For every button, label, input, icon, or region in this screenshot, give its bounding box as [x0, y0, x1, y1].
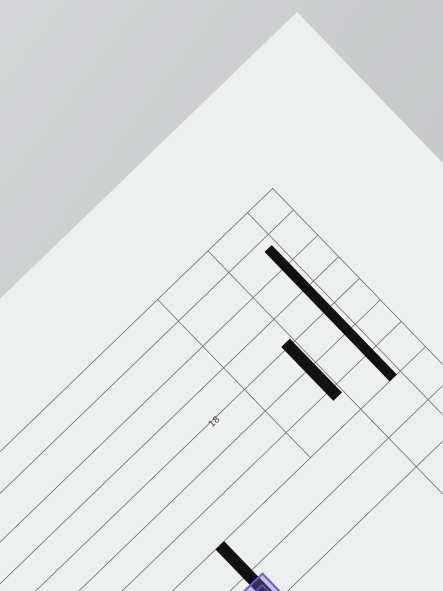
redactions	[215, 244, 397, 591]
redaction	[215, 541, 384, 591]
redaction	[281, 338, 342, 401]
table	[0, 187, 443, 591]
redaction	[264, 244, 397, 382]
paper-sheet	[0, 12, 443, 591]
paper: 2021 11 10 18	[0, 12, 443, 591]
